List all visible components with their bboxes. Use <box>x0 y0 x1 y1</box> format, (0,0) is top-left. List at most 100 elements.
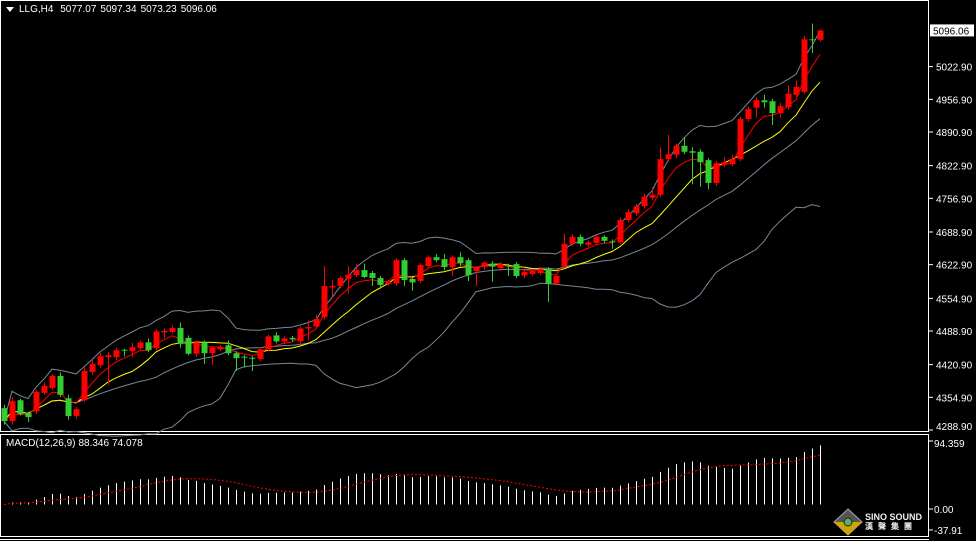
candle-up <box>449 257 456 268</box>
high-value: 5097.34 <box>100 4 137 15</box>
candle-up <box>529 271 536 275</box>
candle-up <box>105 355 112 358</box>
candle-up <box>385 281 392 284</box>
candle-up <box>537 269 544 274</box>
macd-tick-label: 0.00 <box>934 505 954 516</box>
macd-main-value: 88.346 <box>78 438 110 449</box>
candle-up <box>593 236 600 243</box>
candle-up <box>737 119 744 160</box>
price-tick-label: 4354.90 <box>936 393 973 404</box>
candle-down <box>513 264 520 276</box>
candle-down <box>369 273 376 278</box>
candle-up <box>665 154 672 160</box>
candle-down <box>121 349 128 351</box>
candle-up <box>497 264 504 269</box>
candle-up <box>561 243 568 267</box>
candle-up <box>297 328 304 342</box>
price-tick-label: 4288.90 <box>936 422 973 433</box>
candle-up <box>49 375 56 388</box>
candle-up <box>641 196 648 207</box>
candle-up <box>481 262 488 268</box>
candle-up <box>425 257 432 267</box>
candle-down <box>177 327 184 344</box>
macd-signal-value: 74.078 <box>112 438 143 449</box>
candle-up <box>169 327 176 332</box>
candle-up <box>257 349 264 360</box>
candle-up <box>633 206 640 214</box>
candle-down <box>545 269 552 284</box>
candle-up <box>73 409 80 417</box>
candle-down <box>681 145 688 152</box>
candle-up <box>649 194 656 198</box>
candle-up <box>617 220 624 243</box>
candle-up <box>657 159 664 195</box>
candle-up <box>417 265 424 281</box>
candle-down <box>441 259 448 268</box>
candle-down <box>505 265 512 267</box>
open-value: 5077.07 <box>60 4 97 15</box>
candle-down <box>489 263 496 267</box>
macd-tick-label: -37.91 <box>934 526 963 537</box>
candle-up <box>97 356 104 366</box>
candle-up <box>313 319 320 327</box>
candle-up <box>793 86 800 95</box>
candle-up <box>329 285 336 288</box>
candle-down <box>185 337 192 354</box>
candle-down <box>25 413 32 418</box>
candle-up <box>817 30 824 40</box>
candle-down <box>697 151 704 163</box>
candle-up <box>41 385 48 393</box>
candle-down <box>609 241 616 243</box>
macd-header: MACD(12,26,9) 88.346 74.078 <box>6 438 146 449</box>
candle-up <box>153 331 160 349</box>
candle-up <box>801 39 808 92</box>
candle-up <box>753 100 760 108</box>
macd-tick-label: 94.359 <box>934 439 965 450</box>
candle-up <box>553 275 560 284</box>
logo-text-en: SINO SOUND <box>865 512 923 522</box>
candle-up <box>217 347 224 350</box>
candle-down <box>225 345 232 354</box>
candle-up <box>353 270 360 275</box>
close-value: 5096.06 <box>180 4 217 15</box>
candle-up <box>473 267 480 272</box>
candle-down <box>1 408 8 422</box>
candle-down <box>273 335 280 342</box>
candle-down <box>457 257 464 264</box>
low-value: 5073.23 <box>140 4 177 15</box>
candle-down <box>377 277 384 285</box>
candle-up <box>745 109 752 120</box>
price-tick-label: 4956.90 <box>936 95 973 106</box>
price-tick-label: 4420.90 <box>936 361 973 372</box>
candle-down <box>577 236 584 244</box>
bollinger-lower-line <box>3 204 821 437</box>
macd-signal-line <box>3 454 821 505</box>
candle-up <box>137 342 144 349</box>
candle-up <box>9 401 16 422</box>
candle-up <box>265 336 272 350</box>
candle-up <box>305 326 312 329</box>
candle-up <box>209 347 216 354</box>
ma-slow-line <box>3 81 821 422</box>
candle-down <box>201 342 208 354</box>
logo-text: SINO SOUND 漢聲集團 <box>865 512 922 532</box>
candle-up <box>89 364 96 373</box>
collapse-triangle-icon[interactable] <box>6 6 14 12</box>
price-tick-label: 4488.90 <box>936 327 973 338</box>
bollinger-middle-line <box>3 118 821 422</box>
candle-up <box>113 350 120 358</box>
candle-down <box>401 260 408 280</box>
candle-up <box>281 338 288 342</box>
candle-down <box>409 278 416 283</box>
price-tick-label: 4890.90 <box>936 128 973 139</box>
candle-down <box>689 151 696 153</box>
current-price-box <box>930 24 974 37</box>
candle-down <box>809 39 816 41</box>
candle-up <box>345 274 352 279</box>
candle-down <box>433 257 440 261</box>
candle-down <box>17 400 24 415</box>
price-tick-label: 4554.90 <box>936 294 973 305</box>
candle-up <box>585 242 592 245</box>
sino-sound-logo-icon <box>833 508 863 536</box>
